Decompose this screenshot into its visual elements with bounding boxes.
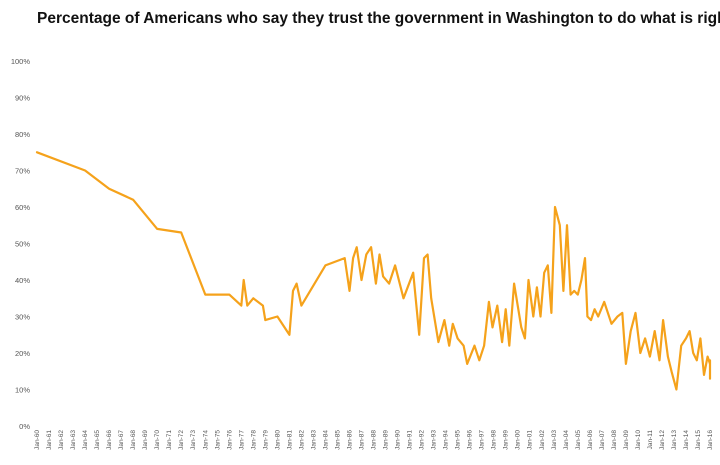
- x-tick-label: Jan-70: [154, 430, 161, 450]
- x-tick-label: Jan-72: [178, 430, 185, 450]
- y-axis: 0% 10% 20% 30% 40% 50% 60% 70% 80% 90% 100%: [11, 57, 31, 431]
- x-tick-label: Jan-96: [467, 430, 474, 450]
- x-tick-label: Jan-94: [443, 430, 450, 450]
- y-tick-label: 100%: [11, 57, 31, 66]
- y-tick-label: 0%: [19, 422, 30, 431]
- x-tick-label: Jan-63: [70, 430, 77, 450]
- x-tick-label: Jan-66: [106, 430, 113, 450]
- x-tick-label: Jan-99: [503, 430, 510, 450]
- y-tick-label: 10%: [15, 386, 30, 395]
- x-tick-label: Jan-14: [683, 430, 690, 450]
- y-tick-label: 40%: [15, 276, 30, 285]
- x-tick-label: Jan-60: [34, 430, 41, 450]
- x-tick-label: Jan-65: [94, 430, 101, 450]
- x-tick-label: Jan-73: [190, 430, 197, 450]
- x-tick-label: Jan-92: [419, 430, 426, 450]
- chart-title: Percentage of Americans who say they tru…: [37, 10, 720, 27]
- x-tick-label: Jan-01: [527, 430, 534, 450]
- x-tick-label: Jan-71: [166, 430, 173, 450]
- x-tick-label: Jan-78: [250, 430, 257, 450]
- x-tick-label: Jan-91: [407, 430, 414, 450]
- x-tick-label: Jan-95: [455, 430, 462, 450]
- x-tick-label: Jan-77: [238, 430, 245, 450]
- x-tick-label: Jan-05: [575, 430, 582, 450]
- x-tick-label: Jan-11: [647, 430, 654, 450]
- x-tick-label: Jan-04: [563, 430, 570, 450]
- x-tick-label: Jan-12: [659, 430, 666, 450]
- x-tick-label: Jan-84: [322, 430, 329, 450]
- x-tick-label: Jan-82: [298, 430, 305, 450]
- x-tick-label: Jan-07: [599, 430, 606, 450]
- x-tick-label: Jan-74: [202, 430, 209, 450]
- x-tick-label: Jan-90: [395, 430, 402, 450]
- y-tick-label: 30%: [15, 313, 30, 322]
- x-tick-label: Jan-79: [262, 430, 269, 450]
- trust-series-line: [35, 151, 712, 391]
- y-tick-label: 70%: [15, 167, 30, 176]
- x-tick-label: Jan-13: [671, 430, 678, 450]
- x-tick-label: Jan-06: [587, 430, 594, 450]
- x-axis: Jan-60 Jan-61 Jan-62 Jan-63 Jan-64 Jan-65 Jan-…: [34, 430, 714, 450]
- x-tick-label: Jan-89: [383, 430, 390, 450]
- y-tick-label: 50%: [15, 240, 30, 249]
- y-tick-label: 90%: [15, 94, 30, 103]
- x-tick-label: Jan-85: [334, 430, 341, 450]
- x-tick-label: Jan-76: [226, 430, 233, 450]
- x-tick-label: Jan-64: [82, 430, 89, 450]
- x-tick-label: Jan-98: [491, 430, 498, 450]
- plot-area: [35, 151, 712, 391]
- y-tick-label: 20%: [15, 349, 30, 358]
- x-tick-label: Jan-97: [479, 430, 486, 450]
- y-tick-label: 60%: [15, 203, 30, 212]
- x-tick-label: Jan-88: [371, 430, 378, 450]
- x-tick-label: Jan-67: [118, 430, 125, 450]
- x-tick-label: Jan-00: [515, 430, 522, 450]
- x-tick-label: Jan-09: [623, 430, 630, 450]
- x-tick-label: Jan-16: [707, 430, 714, 450]
- x-tick-label: Jan-62: [58, 430, 65, 450]
- y-tick-label: 80%: [15, 130, 30, 139]
- x-tick-label: Jan-93: [431, 430, 438, 450]
- x-tick-label: Jan-83: [310, 430, 317, 450]
- x-tick-label: Jan-80: [274, 430, 281, 450]
- x-tick-label: Jan-08: [611, 430, 618, 450]
- x-tick-label: Jan-69: [142, 430, 149, 450]
- x-tick-label: Jan-68: [130, 430, 137, 450]
- x-tick-label: Jan-10: [635, 430, 642, 450]
- x-tick-label: Jan-81: [286, 430, 293, 450]
- x-tick-label: Jan-15: [695, 430, 702, 450]
- x-tick-label: Jan-03: [551, 430, 558, 450]
- x-tick-label: Jan-61: [46, 430, 53, 450]
- x-tick-label: Jan-87: [358, 430, 365, 450]
- x-tick-label: Jan-02: [539, 430, 546, 450]
- x-tick-label: Jan-86: [346, 430, 353, 450]
- x-tick-label: Jan-75: [214, 430, 221, 450]
